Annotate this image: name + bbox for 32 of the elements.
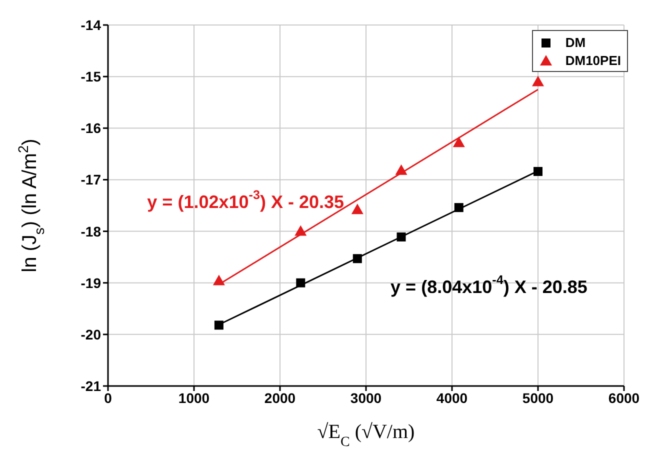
annotation: y = (1.02x10$^{-3}$) X - 20.35 xyxy=(147,188,344,212)
x-tick-label: 6000 xyxy=(608,390,640,406)
point xyxy=(351,204,364,214)
x-axis-title: √E$_{C}$ (√V/m) xyxy=(317,421,415,450)
y-tick-label: -21 xyxy=(80,378,102,394)
point xyxy=(534,166,542,176)
y-tick-label: -15 xyxy=(80,68,102,85)
x-tick-label: 2000 xyxy=(264,390,296,406)
x-tick-label: 5000 xyxy=(522,390,554,406)
point xyxy=(532,76,544,86)
y-tick-label: -16 xyxy=(80,120,102,136)
point xyxy=(214,320,224,330)
point xyxy=(395,164,408,175)
x-tick-label: 3000 xyxy=(350,390,382,406)
y-tick-label: -18 xyxy=(80,223,102,240)
annotation: y = (8.04x10$^{-4}$) X - 20.85 xyxy=(390,273,588,297)
point xyxy=(212,274,225,286)
x-tick-label: 4000 xyxy=(436,390,468,406)
y-tick-label: -17 xyxy=(80,172,102,188)
legend-label: DM10PEI xyxy=(565,52,621,68)
point xyxy=(452,136,465,148)
point xyxy=(454,203,464,212)
point xyxy=(352,254,362,264)
legend-label: DM xyxy=(565,34,586,50)
point xyxy=(396,232,406,242)
y-tick-label: -19 xyxy=(80,274,102,291)
x-tick-label: 1000 xyxy=(178,390,210,406)
point xyxy=(296,278,306,288)
y-tick-label: -20 xyxy=(80,326,102,342)
point xyxy=(294,225,307,236)
x-tick-label: 0 xyxy=(104,390,112,406)
y-tick-label: -14 xyxy=(80,16,102,33)
